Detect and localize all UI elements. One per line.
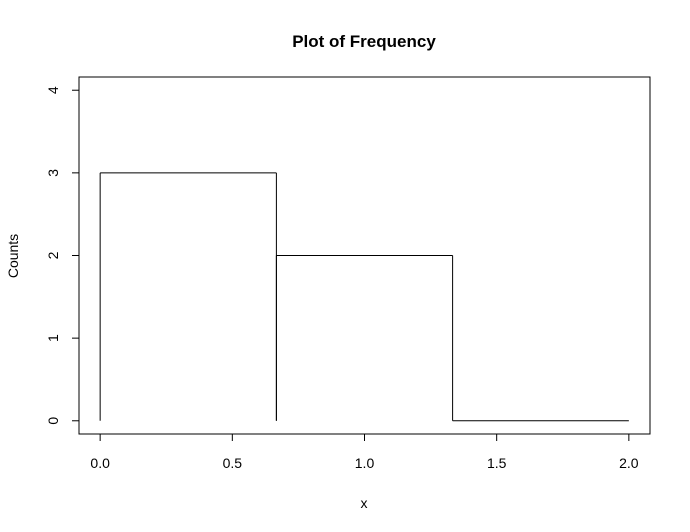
x-tick-label: 1.5 <box>487 455 507 471</box>
frequency-steps <box>99 172 629 422</box>
x-axis: 0.0 0.5 1.0 1.5 2.0 <box>90 433 639 471</box>
y-axis-label: Counts <box>5 234 21 278</box>
y-tick-label: 1 <box>45 334 61 342</box>
x-tick-label: 2.0 <box>619 455 639 471</box>
frequency-bin <box>275 255 454 421</box>
chart-title: Plot of Frequency <box>292 32 436 51</box>
y-tick-label: 4 <box>45 86 61 94</box>
y-axis: 0 1 2 3 4 <box>45 86 80 425</box>
x-tick-label: 0.0 <box>90 455 110 471</box>
x-axis-label: x <box>361 495 368 511</box>
x-tick-label: 1.0 <box>355 455 375 471</box>
y-tick-label: 2 <box>45 251 61 259</box>
x-tick-label: 0.5 <box>223 455 243 471</box>
y-tick-label: 0 <box>45 417 61 425</box>
y-tick-label: 3 <box>45 169 61 177</box>
frequency-bin <box>99 172 277 421</box>
